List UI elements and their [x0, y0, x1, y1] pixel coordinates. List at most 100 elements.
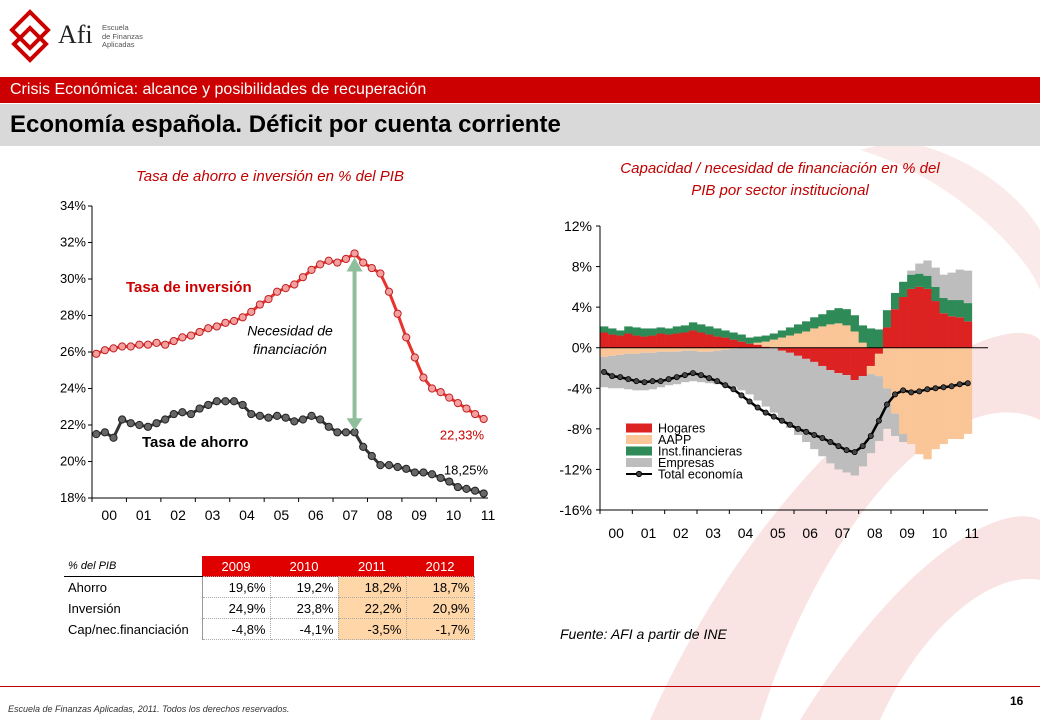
bar-segment-aapp: [648, 347, 657, 353]
bar-segment-aapp: [640, 347, 649, 353]
investment-point: [470, 409, 480, 419]
bar-segment-aapp: [834, 323, 843, 348]
total-economy-line: [603, 370, 968, 454]
bar-segment-hogares: [923, 288, 932, 348]
investment-label: Tasa de inversión: [126, 279, 252, 296]
bar-segment-hogares: [882, 327, 892, 348]
bar-segment-empresas: [697, 351, 706, 383]
investment-point: [281, 284, 290, 293]
investment-point: [479, 414, 488, 424]
bar-segment-aapp: [688, 347, 698, 351]
saving-point: [229, 397, 239, 406]
saving-point: [341, 428, 351, 437]
gap-arrow-head: [346, 257, 363, 272]
bar-segment-hogares: [955, 317, 965, 348]
y-tick-label: 18%: [60, 490, 86, 505]
bar-segment-inst-financieras: [729, 332, 738, 340]
bar-segment-inst-financieras: [858, 325, 868, 343]
investment-point: [255, 300, 264, 309]
bar-segment-aapp: [810, 328, 819, 348]
bar-segment-empresas: [640, 352, 649, 391]
investment-point: [307, 265, 316, 274]
legend-label: Inst.financieras: [658, 445, 742, 459]
investment-point: [410, 353, 419, 362]
investment-point: [419, 373, 428, 382]
bar-segment-hogares: [834, 347, 843, 374]
saving-point: [427, 470, 437, 479]
saving-point: [324, 422, 333, 431]
bar-segment-hogares: [713, 336, 722, 348]
investment-point: [384, 287, 394, 296]
y-tick-label: 26%: [60, 344, 86, 359]
total-economy-point: [633, 378, 640, 385]
bar-segment-empresas: [777, 350, 787, 421]
bar-segment-empresas: [874, 376, 884, 442]
bar-segment-aapp: [672, 347, 682, 352]
bar-segment-inst-financieras: [688, 322, 698, 331]
total-economy-point: [843, 447, 850, 454]
bar-segment-hogares: [785, 347, 795, 353]
bar-segment-aapp: [850, 331, 859, 348]
investment-point: [316, 260, 325, 269]
bar-segment-inst-financieras: [785, 327, 795, 336]
total-economy-point: [940, 384, 947, 391]
bar-segment-aapp: [891, 347, 900, 414]
bar-segment-empresas: [705, 351, 714, 384]
saving-point: [238, 400, 247, 410]
bar-segment-empresas: [907, 270, 916, 275]
investment-point: [264, 294, 273, 304]
bar-segment-aapp: [923, 347, 932, 460]
total-economy-point: [956, 381, 963, 388]
copyright: Escuela de Finanzas Aplicadas, 2011. Tod…: [8, 704, 290, 714]
legend-label: Empresas: [658, 456, 714, 470]
bar-segment-inst-financieras: [705, 326, 714, 335]
last-investment-label: 22,33%: [440, 428, 485, 443]
bar-segment-empresas: [794, 355, 803, 435]
investment-point: [92, 349, 101, 358]
total-economy-point: [681, 372, 688, 379]
sector-financing-chart: -16% -12% -8% -4% 0% 4% 8% 12% 00 01 02 03 04 05 06 07 0…: [559, 218, 988, 541]
total-economy-point: [827, 439, 834, 446]
bar-segment-empresas: [737, 347, 746, 391]
x-tick-label: 11: [965, 525, 980, 541]
saving-point: [453, 482, 462, 492]
bar-segment-inst-financieras: [915, 273, 924, 287]
bar-segment-aapp: [826, 324, 835, 348]
bar-segment-hogares: [656, 333, 665, 348]
y-tick-label: 34%: [60, 198, 86, 213]
total-economy-point: [706, 375, 713, 382]
bar-segment-hogares: [794, 347, 803, 356]
x-tick-label: 00: [101, 507, 117, 523]
logo-mark-icon: [9, 9, 51, 63]
saving-point: [298, 415, 308, 424]
investment-point: [204, 324, 213, 333]
bar-segment-aapp: [907, 347, 916, 445]
bar-segment-empresas: [858, 376, 868, 467]
saving-point: [316, 415, 325, 424]
bar-segment-inst-financieras: [826, 310, 835, 325]
legend-label: Total economía: [658, 468, 743, 482]
y-tick-label: 30%: [60, 271, 86, 286]
y-tick-label: -16%: [559, 502, 592, 518]
saving-point: [92, 430, 101, 439]
bar-segment-empresas: [608, 355, 617, 389]
x-tick-label: 04: [239, 507, 255, 523]
bar-segment-inst-financieras: [931, 286, 940, 302]
bar-segment-inst-financieras: [955, 300, 965, 318]
bar-segment-hogares: [680, 332, 690, 348]
x-tick-label: 05: [274, 507, 290, 523]
x-tick-label: 08: [377, 507, 393, 523]
bar-segment-hogares: [915, 286, 924, 348]
bar-segment-hogares: [753, 344, 762, 348]
total-economy-point: [867, 432, 874, 439]
bar-segment-empresas: [834, 373, 843, 470]
investment-point: [393, 309, 402, 318]
bar-segment-inst-financieras: [963, 303, 973, 322]
bar-segment-empresas: [931, 267, 940, 287]
saving-point: [402, 464, 411, 473]
saving-point: [393, 462, 402, 472]
bar-segment-inst-financieras: [907, 274, 916, 289]
total-economy-point: [601, 369, 608, 376]
saving-point: [376, 461, 385, 470]
saving-point: [221, 397, 230, 406]
